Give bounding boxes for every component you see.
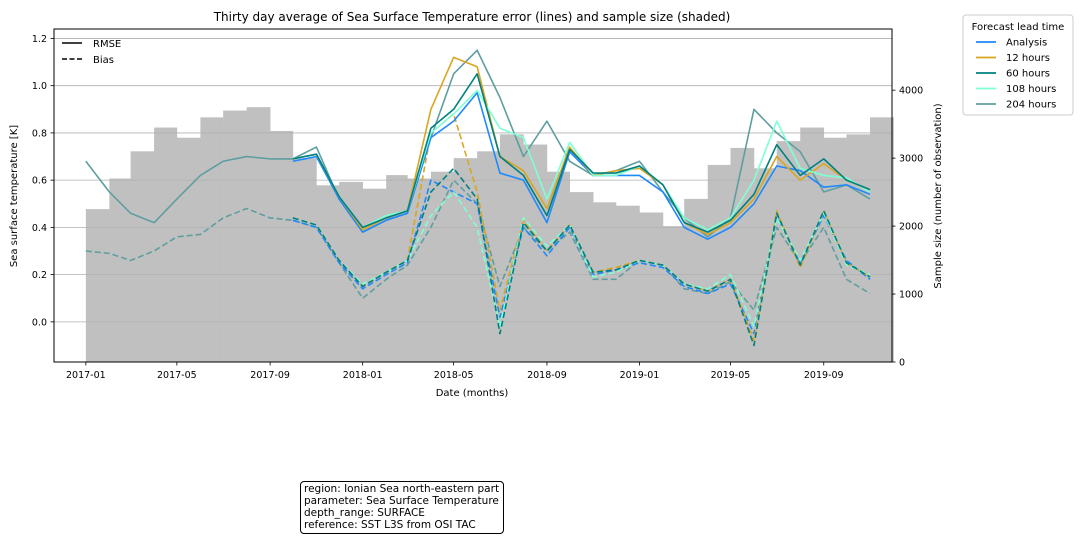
y-tick-label: 0.4 [32,223,47,234]
y2-tick-label: 4000 [899,86,923,97]
sample-size-bar [753,168,778,362]
bias-line-108-hours [292,191,871,328]
sample-size-bar [200,117,224,362]
plot-frame [53,28,893,363]
y-tick-label: 0.0 [32,317,47,328]
x-tick-label: 2019-05 [711,370,751,381]
sample-size-bar [430,171,454,362]
legend-label-12-hours: 12 hours [1006,53,1050,64]
rmse-line-108-hours [292,89,871,231]
lead-time-legend-frame [962,14,1074,116]
y-axis-right: 0 1000 2000 3000 4000 [892,86,923,369]
legend-label-analysis: Analysis [1006,38,1047,49]
bias-line-12-hours [292,113,871,342]
sample-size-bar [846,134,871,362]
sample-size-bar [870,117,894,362]
sample-size-bar [316,185,340,362]
sample-size-bar [386,175,408,362]
y-axis-left: 0.0 0.2 0.4 0.6 0.8 1.0 1.2 [32,34,54,328]
bias-lines [85,113,871,347]
rmse-lines [85,49,871,240]
y-tick-label: 0.2 [32,270,47,281]
y-axis-label: Sea surface temperature [K] [9,125,20,267]
rmse-line-analysis [292,91,871,240]
y2-tick-label: 2000 [899,222,923,233]
legend-label-60-hours: 60 hours [1006,69,1050,80]
x-tick-label: 2018-01 [343,370,383,381]
sample-size-bar [407,178,432,362]
sample-size-bar [130,151,155,362]
x-axis: 2017-01 2017-05 2017-09 2018-01 2018-05 2018-… [66,362,844,381]
x-tick-label: 2019-09 [804,370,844,381]
x-tick-label: 2019-01 [620,370,660,381]
x-tick-label: 2018-09 [527,370,567,381]
y-tick-label: 1.2 [32,34,47,45]
sample-size-bar [639,212,664,362]
info-region: region: Ionian Sea north-eastern part [304,483,500,495]
info-parameter: parameter: Sea Surface Temperature [304,495,499,507]
x-tick-label: 2017-01 [66,370,106,381]
sample-size-bar [362,188,387,362]
sample-size-bar [684,198,709,362]
y-tick-label: 0.8 [32,128,47,139]
y2-axis-label: Sample size (number of observation) [933,103,944,288]
x-tick-label: 2017-09 [250,370,290,381]
bias-legend-label: Bias [93,55,114,66]
sample-size-bar [453,158,478,362]
sample-size-bar [823,137,847,362]
sample-size-bar [546,171,570,362]
legend-label-204-hours: 204 hours [1006,100,1056,111]
sample-size-bar [662,226,685,362]
sample-size-bar [85,209,110,362]
rmse-line-60-hours [292,73,871,233]
x-axis-label: Date (months) [436,388,509,399]
x-tick-label: 2018-05 [434,370,474,381]
sample-size-bar [292,158,317,362]
y-tick-label: 0.6 [32,176,47,187]
sample-size-bar [176,137,201,362]
metadata-info-box: region: Ionian Sea north-eastern part pa… [300,481,505,534]
sample-size-bar [109,178,131,362]
sample-size-bar [223,110,247,362]
x-tick-label: 2017-05 [157,370,197,381]
lead-time-legend-title: Forecast lead time [972,22,1065,33]
gridlines [54,38,892,323]
sample-size-bar [154,127,178,362]
rmse-line-204-hours [85,49,871,238]
y2-tick-label: 1000 [899,290,923,301]
legend-label-108-hours: 108 hours [1006,84,1056,95]
y2-tick-label: 0 [899,358,905,369]
sample-size-bar [569,192,594,362]
chart-title: Thirty day average of Sea Surface Temper… [213,10,731,24]
sample-size-bar [615,205,640,362]
rmse-legend-label: RMSE [93,39,121,50]
y2-tick-label: 3000 [899,154,923,165]
sample-size-bar [246,107,271,363]
y-tick-label: 1.0 [32,81,47,92]
sample-size-bar [776,141,801,362]
style-legend: RMSE Bias [62,39,121,66]
info-reference: reference: SST L3S from OSI TAC [304,519,476,531]
info-depth-range: depth_range: SURFACE [304,507,425,519]
bias-line-60-hours [292,167,871,347]
lead-time-legend: Forecast lead time Analysis 12 hours 60 ho… [962,14,1074,116]
sample-size-bar [593,202,617,362]
sample-size-bar [707,164,731,362]
sample-size-bar [477,151,501,362]
sample-size-bar [270,130,294,362]
